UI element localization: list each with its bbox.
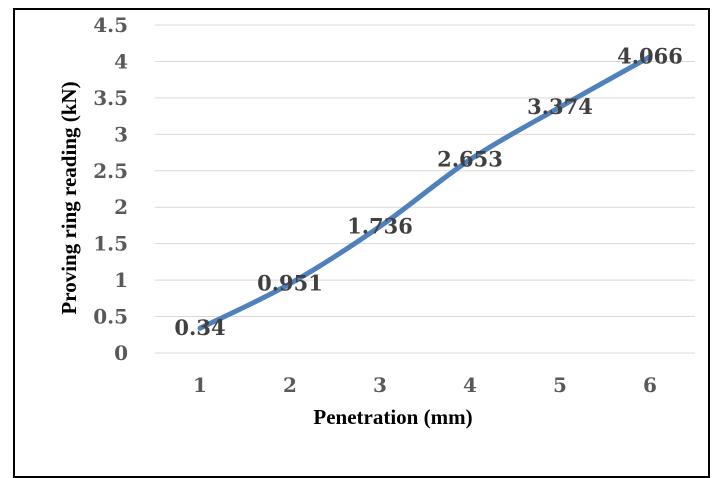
x-tick-label: 6	[643, 373, 657, 397]
y-tick-label: 1	[114, 268, 128, 292]
y-tick-label: 3	[114, 122, 128, 146]
data-label: 0.951	[257, 271, 323, 296]
y-tick-label: 0	[114, 341, 128, 365]
x-tick-label: 1	[193, 373, 207, 397]
y-tick-label: 0.5	[93, 305, 128, 329]
data-label: 1.736	[347, 213, 413, 238]
data-label: 3.374	[527, 94, 593, 119]
x-tick-label: 5	[553, 373, 567, 397]
y-tick-label: 1.5	[93, 232, 128, 256]
y-tick-label: 2	[114, 195, 128, 219]
series-layer	[197, 54, 653, 331]
y-axis-title: Proving ring reading (kN)	[57, 81, 81, 314]
y-tick-label: 4	[114, 49, 128, 73]
gridlines	[155, 24, 695, 354]
x-axis-title: Penetration (mm)	[313, 405, 472, 429]
x-axis-ticks: 1 2 3 4 5 6	[193, 373, 657, 397]
y-tick-label: 2.5	[93, 159, 128, 183]
series-line	[197, 54, 653, 331]
y-tick-label: 3.5	[93, 86, 128, 110]
data-label: 2.653	[437, 147, 503, 172]
data-labels: 0.34 0.951 1.736 2.653 3.374 4.066	[174, 44, 682, 341]
x-tick-label: 4	[463, 373, 477, 397]
data-label: 0.34	[174, 315, 225, 340]
y-axis-ticks: 0 0.5 1 1.5 2 2.5 3 3.5 4 4.5	[93, 13, 128, 365]
x-tick-label: 2	[283, 373, 297, 397]
y-tick-label: 4.5	[93, 13, 128, 37]
data-label: 4.066	[617, 44, 683, 69]
x-tick-label: 3	[373, 373, 387, 397]
